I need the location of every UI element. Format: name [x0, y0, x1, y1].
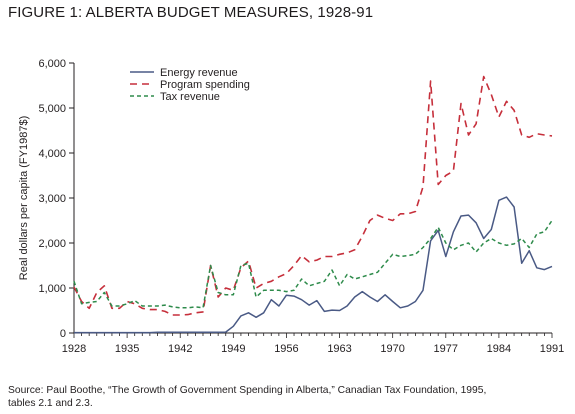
legend-label: Program spending — [160, 79, 250, 91]
chart-axes — [73, 63, 552, 334]
series-line-energy-revenue — [74, 196, 553, 334]
x-tick-label: 1942 — [168, 343, 192, 355]
x-tick-label: 1935 — [115, 343, 139, 355]
chart-series — [73, 75, 553, 334]
x-tick-label: 1984 — [487, 343, 511, 355]
source-line-1: Source: Paul Boothe, “The Growth of Gove… — [8, 385, 487, 396]
y-tick-label: 1,000 — [38, 283, 66, 295]
x-tick-label: 1956 — [274, 343, 298, 355]
y-axis-title: Real dollars per capita (FY1987$) — [18, 116, 30, 280]
x-tick-label: 1963 — [327, 343, 351, 355]
y-axis-ticks: 0 1,000 2,000 3,000 4,000 5,000 6,000 — [38, 58, 74, 340]
series-line-program-spending — [73, 75, 553, 316]
x-tick-label: 1991 — [540, 343, 564, 355]
x-axis-ticks: 1928 1935 1942 1949 1956 1963 1970 1977 1984 1991 — [62, 333, 564, 355]
source-line-2: tables 2.1 and 2.3. — [8, 397, 93, 409]
x-tick-label: 1928 — [62, 343, 86, 355]
y-tick-label: 6,000 — [38, 58, 66, 70]
y-tick-label: 0 — [60, 328, 66, 340]
y-tick-label: 5,000 — [38, 103, 66, 115]
y-tick-label: 3,000 — [38, 193, 66, 205]
source-note: Source: Paul Boothe, “The Growth of Gove… — [8, 385, 568, 410]
series-line-tax-revenue — [73, 220, 553, 309]
legend-label: Energy revenue — [160, 67, 238, 79]
y-tick-label: 4,000 — [38, 148, 66, 160]
y-tick-label: 2,000 — [38, 238, 66, 250]
x-tick-label: 1977 — [434, 343, 458, 355]
x-tick-label: 1970 — [380, 343, 404, 355]
figure-title: FIGURE 1: ALBERTA BUDGET MEASURES, 1928-… — [8, 4, 374, 21]
legend-label: Tax revenue — [160, 91, 220, 103]
x-tick-label: 1949 — [221, 343, 245, 355]
